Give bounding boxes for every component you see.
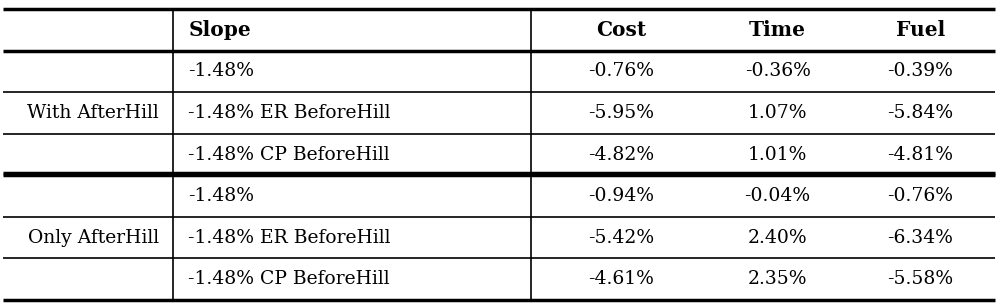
Text: 2.40%: 2.40% xyxy=(748,229,807,247)
Text: -1.48%: -1.48% xyxy=(188,62,254,80)
Text: With AfterHill: With AfterHill xyxy=(27,104,159,122)
Text: -1.48% ER BeforeHill: -1.48% ER BeforeHill xyxy=(188,229,391,247)
Text: -4.61%: -4.61% xyxy=(588,270,654,288)
Text: 2.35%: 2.35% xyxy=(748,270,807,288)
Text: Time: Time xyxy=(749,20,806,40)
Text: Only AfterHill: Only AfterHill xyxy=(28,229,159,247)
Text: -0.94%: -0.94% xyxy=(588,187,654,205)
Text: Fuel: Fuel xyxy=(896,20,945,40)
Text: 1.01%: 1.01% xyxy=(748,146,807,163)
Text: Slope: Slope xyxy=(188,20,251,40)
Text: -1.48%: -1.48% xyxy=(188,187,254,205)
Text: -1.48% ER BeforeHill: -1.48% ER BeforeHill xyxy=(188,104,391,122)
Text: -4.82%: -4.82% xyxy=(588,146,654,163)
Text: -4.81%: -4.81% xyxy=(888,146,954,163)
Text: -0.76%: -0.76% xyxy=(588,62,654,80)
Text: -0.76%: -0.76% xyxy=(888,187,954,205)
Text: Cost: Cost xyxy=(596,20,646,40)
Text: 1.07%: 1.07% xyxy=(748,104,807,122)
Text: -1.48% CP BeforeHill: -1.48% CP BeforeHill xyxy=(188,270,390,288)
Text: -0.39%: -0.39% xyxy=(888,62,953,80)
Text: -6.34%: -6.34% xyxy=(888,229,953,247)
Text: -5.42%: -5.42% xyxy=(588,229,654,247)
Text: -1.48% CP BeforeHill: -1.48% CP BeforeHill xyxy=(188,146,390,163)
Text: -5.84%: -5.84% xyxy=(887,104,954,122)
Text: -0.04%: -0.04% xyxy=(745,187,811,205)
Text: -0.36%: -0.36% xyxy=(745,62,811,80)
Text: -5.95%: -5.95% xyxy=(588,104,654,122)
Text: -5.58%: -5.58% xyxy=(887,270,954,288)
